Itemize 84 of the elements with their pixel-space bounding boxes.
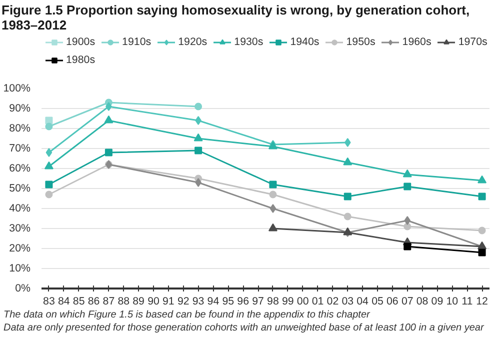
point bbox=[194, 133, 203, 142]
legend-label: 1920s bbox=[178, 36, 208, 48]
legend-label: 1970s bbox=[458, 36, 488, 48]
legend-label: 1950s bbox=[346, 36, 376, 48]
y-tick-label: 0% bbox=[15, 282, 32, 294]
point bbox=[402, 169, 412, 178]
x-tick-label: 94 bbox=[207, 296, 220, 308]
x-tick-label: 98 bbox=[267, 296, 279, 308]
point bbox=[195, 178, 202, 187]
x-tick-label: 03 bbox=[342, 296, 354, 308]
point bbox=[268, 223, 278, 232]
x-tick-label: 06 bbox=[386, 296, 398, 308]
y-tick-label: 100% bbox=[3, 82, 32, 94]
x-tick-label: 11 bbox=[462, 296, 473, 308]
x-tick-label: 96 bbox=[237, 296, 250, 308]
point bbox=[404, 182, 412, 190]
x-tick-label: 89 bbox=[132, 296, 145, 308]
x-tick-label: 91 bbox=[162, 296, 174, 308]
x-tick-label: 12 bbox=[476, 296, 488, 308]
y-tick-label: 50% bbox=[9, 182, 32, 194]
x-tick-label: 97 bbox=[252, 296, 264, 308]
x-tick-label: 86 bbox=[88, 296, 100, 308]
point bbox=[269, 190, 277, 198]
text: Data are only presented for those generation cohorts with an unweighted base of at least 100 in a given year bbox=[4, 322, 484, 334]
x-tick-label: 83 bbox=[43, 296, 55, 308]
legend-label: 1900s bbox=[66, 36, 96, 48]
y-tick-label: 20% bbox=[9, 242, 32, 254]
point bbox=[106, 102, 112, 111]
point bbox=[45, 122, 53, 130]
x-tick-label: 87 bbox=[102, 296, 115, 308]
x-tick-label: 88 bbox=[118, 296, 130, 308]
point bbox=[344, 212, 352, 220]
point bbox=[478, 192, 486, 200]
y-tick-label: 40% bbox=[9, 202, 32, 214]
x-tick-label: 92 bbox=[177, 296, 190, 308]
point bbox=[45, 180, 53, 188]
point bbox=[404, 242, 412, 250]
x-tick-label: 95 bbox=[222, 296, 234, 308]
x-tick-label: 84 bbox=[58, 296, 70, 308]
point bbox=[194, 146, 202, 154]
point bbox=[478, 175, 487, 184]
point bbox=[104, 148, 112, 156]
point bbox=[344, 138, 351, 147]
y-tick-label: 30% bbox=[9, 222, 32, 234]
point bbox=[104, 115, 114, 124]
point bbox=[404, 222, 412, 230]
legend-label: 1930s bbox=[234, 36, 264, 48]
x-tick-label: 05 bbox=[372, 296, 384, 308]
point bbox=[44, 161, 54, 170]
chart-title: Figure 1.5 Proportion saying homosexuality is wrong, by generation cohort, 1983–2012 bbox=[2, 2, 470, 32]
x-tick-label: 90 bbox=[148, 296, 160, 308]
x-tick-label: 08 bbox=[416, 296, 428, 308]
x-tick-label: 09 bbox=[431, 296, 444, 308]
point bbox=[45, 116, 53, 124]
text: The data on which Figure 1.5 is based can be found in the appendix to this chapter bbox=[4, 310, 371, 320]
legend-label: 1960s bbox=[402, 36, 432, 48]
point bbox=[270, 204, 276, 213]
legend-label: 1980s bbox=[66, 54, 96, 66]
x-tick-label: 02 bbox=[326, 296, 339, 308]
point bbox=[478, 248, 486, 256]
point bbox=[478, 226, 486, 234]
x-tick-label: 99 bbox=[282, 296, 294, 308]
point bbox=[195, 116, 202, 125]
y-tick-label: 80% bbox=[9, 122, 32, 134]
y-tick-label: 70% bbox=[9, 142, 32, 154]
point bbox=[344, 192, 352, 200]
x-tick-label: 00 bbox=[296, 296, 309, 308]
y-tick-label: 10% bbox=[9, 262, 32, 274]
legend-label: 1910s bbox=[122, 36, 152, 48]
point bbox=[194, 102, 202, 110]
y-tick-label: 60% bbox=[9, 162, 32, 174]
point bbox=[404, 216, 411, 225]
x-tick-label: 01 bbox=[312, 296, 324, 308]
point bbox=[46, 148, 52, 157]
point bbox=[45, 190, 53, 198]
x-tick-label: 07 bbox=[401, 296, 414, 308]
x-tick-label: 93 bbox=[192, 296, 204, 308]
legend-label: 1940s bbox=[290, 36, 320, 48]
x-tick-label: 85 bbox=[72, 296, 85, 308]
point bbox=[343, 157, 352, 166]
y-tick-label: 90% bbox=[9, 102, 32, 114]
x-tick-label: 10 bbox=[446, 296, 458, 308]
point bbox=[269, 180, 277, 188]
x-tick-label: 04 bbox=[356, 296, 369, 308]
